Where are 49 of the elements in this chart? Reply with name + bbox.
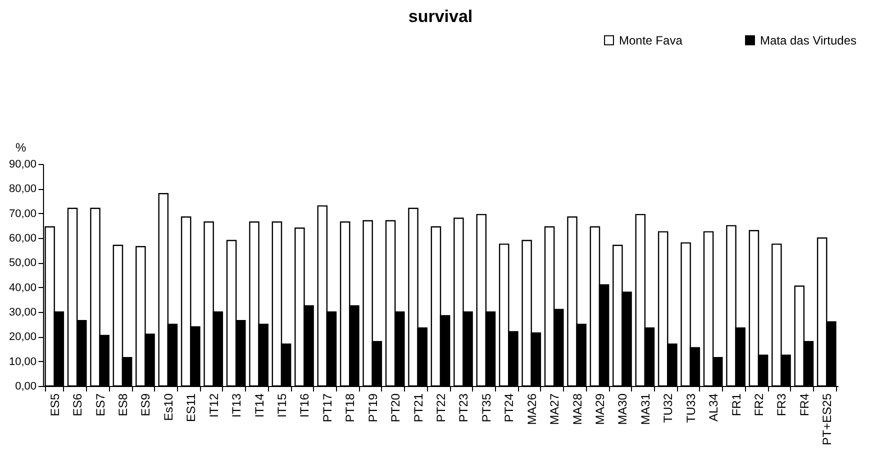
x-tick-label: MA26 <box>524 393 539 425</box>
y-tick-label: 40,00 <box>8 282 36 294</box>
x-tick-label: PT23 <box>456 393 471 422</box>
x-tick-label: PT20 <box>388 393 403 422</box>
y-tick-label: 90,00 <box>8 158 36 170</box>
y-tick-label: 30,00 <box>8 306 36 318</box>
legend-label: Monte Fava <box>619 33 683 48</box>
x-tick-label: FR2 <box>752 393 766 416</box>
x-tick-label: MA29 <box>593 393 607 425</box>
y-tick-label: 0,00 <box>15 380 36 392</box>
x-tick-label: PT24 <box>502 393 516 422</box>
x-tick-label: PT35 <box>479 393 494 422</box>
x-tick-label: ES7 <box>93 393 108 416</box>
y-tick-label: 10,00 <box>8 356 36 368</box>
x-tick-label: PT17 <box>320 393 334 422</box>
x-tick-label: FR3 <box>774 393 789 416</box>
x-tick-label: MA27 <box>548 393 562 425</box>
x-tick-label: FR1 <box>729 393 744 416</box>
x-tick-label: IT14 <box>252 393 266 418</box>
x-tick-label: PT+ES25 <box>820 393 834 446</box>
x-tick-label: PT18 <box>343 393 358 422</box>
y-axis-title: % <box>16 140 26 154</box>
x-tick-label: MA31 <box>638 393 652 425</box>
y-tick-label: 80,00 <box>8 183 36 196</box>
x-tick-label: TU32 <box>661 393 676 423</box>
x-tick-label: AL34 <box>706 393 721 422</box>
x-tick-label: MA30 <box>616 393 630 425</box>
x-tick-label: IT16 <box>298 393 312 418</box>
x-tick-label: ES6 <box>70 393 85 416</box>
x-tick-label: ES9 <box>138 393 153 416</box>
chart-title: survival <box>408 7 473 26</box>
legend-label: Mata das Virtudes <box>760 33 856 48</box>
x-tick-label: ES8 <box>116 393 130 416</box>
x-tick-label: TU33 <box>684 393 698 423</box>
x-tick-label: Es10 <box>161 393 176 421</box>
x-tick-label: IT12 <box>206 393 221 418</box>
x-tick-label: PT21 <box>411 393 426 422</box>
x-tick-label: MA28 <box>570 393 584 425</box>
x-tick-label: ES11 <box>184 393 198 422</box>
x-tick-label: FR4 <box>797 393 812 416</box>
y-tick-label: 60,00 <box>8 232 36 244</box>
y-tick-label: 20,00 <box>8 331 36 344</box>
x-tick-label: PT19 <box>366 393 380 422</box>
x-tick-label: PT22 <box>434 393 448 422</box>
y-tick-label: 50,00 <box>8 257 36 270</box>
x-tick-label: ES5 <box>48 393 62 416</box>
x-tick-label: IT15 <box>275 393 289 418</box>
y-tick-label: 70,00 <box>8 208 36 220</box>
x-tick-label: IT13 <box>230 393 244 418</box>
